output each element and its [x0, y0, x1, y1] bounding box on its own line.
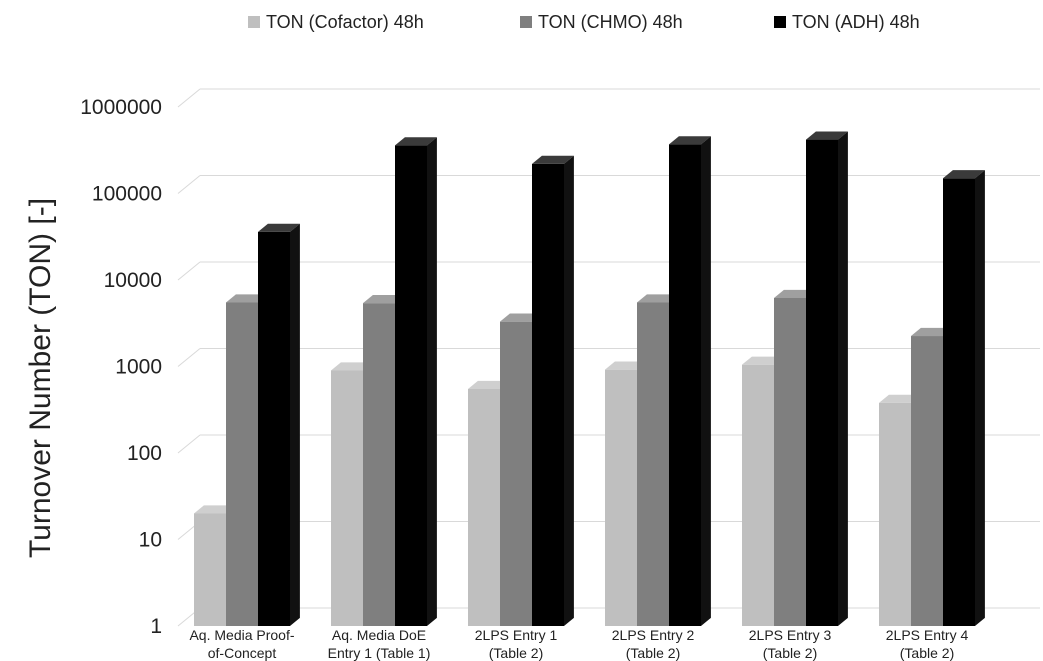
bar-top: [331, 362, 373, 371]
y-tick-label: 100000: [92, 183, 162, 206]
bar-front: [532, 163, 564, 626]
x-category-label: Aq. Media DoE Entry 1 (Table 1): [328, 627, 431, 661]
bar-front: [605, 369, 637, 626]
grid-line-depth: [177, 348, 201, 367]
x-category-label: 2LPS Entry 4 (Table 2): [886, 627, 969, 661]
bar-front: [363, 303, 395, 626]
x-category-label: 2LPS Entry 3 (Table 2): [749, 627, 832, 661]
x-category-label: Aq. Media Proof-of-Concept: [189, 627, 294, 661]
y-tick-label: 1000000: [80, 96, 162, 119]
bar-top: [806, 131, 848, 140]
y-tick-label: 10: [139, 529, 162, 552]
legend: TON (Cofactor) 48h TON (CHMO) 48h TON (ADH…: [248, 12, 920, 32]
grid-line-depth: [177, 175, 201, 194]
bar-front: [742, 364, 774, 626]
legend-item: TON (ADH) 48h: [774, 12, 920, 32]
bar-side: [427, 137, 437, 626]
legend-item: TON (Cofactor) 48h: [248, 12, 424, 32]
bar-side: [290, 223, 300, 626]
bar-top: [943, 170, 985, 179]
bar-top: [774, 289, 816, 298]
legend-swatch: [520, 16, 532, 28]
bar-front: [943, 178, 975, 626]
bar-top: [194, 505, 236, 514]
bar-top: [879, 394, 921, 403]
bar-top: [363, 295, 405, 304]
bar-top: [742, 356, 784, 365]
y-tick-label: 1000: [115, 356, 162, 379]
legend-label: TON (CHMO) 48h: [538, 12, 683, 32]
bar-front: [226, 302, 258, 626]
grid-line-depth: [177, 434, 201, 454]
y-tick-label: 10000: [104, 269, 162, 292]
y-axis-label: Turnover Number (TON) [-]: [24, 198, 57, 558]
legend-label: TON (Cofactor) 48h: [266, 12, 424, 32]
bar-side: [701, 136, 711, 626]
bar: [258, 223, 300, 627]
bar-top: [468, 380, 510, 389]
bar: [395, 137, 437, 627]
x-category-label: 2LPS Entry 2 (Table 2): [612, 627, 695, 661]
bar-top: [911, 327, 953, 337]
bar-front: [911, 336, 943, 626]
bar: [532, 155, 574, 626]
bar-side: [838, 131, 848, 626]
bar-front: [331, 370, 363, 626]
bar-top: [500, 313, 542, 322]
bar: [943, 170, 985, 627]
bar-front: [669, 144, 701, 626]
bar-top: [395, 137, 437, 146]
bar-front: [194, 513, 226, 626]
bar-top: [258, 223, 300, 232]
bar-front: [395, 145, 427, 627]
legend-swatch: [248, 16, 260, 28]
legend-swatch: [774, 16, 786, 28]
bar-front: [637, 302, 669, 626]
bar-front: [500, 321, 532, 626]
bar-front: [879, 402, 911, 626]
bar: [669, 136, 711, 626]
y-tick-label: 1: [150, 615, 162, 638]
bar-front: [468, 388, 500, 626]
bar-side: [564, 155, 574, 626]
bar: [806, 131, 848, 627]
legend-item: TON (CHMO) 48h: [520, 12, 683, 32]
y-axis-ticks: 1 10 100 1000 10000 100000 1000000: [80, 96, 162, 638]
x-axis-categories: Aq. Media Proof-of-Concept Aq. Media DoE E…: [189, 627, 968, 661]
bar-front: [806, 139, 838, 627]
legend-label: TON (ADH) 48h: [792, 12, 920, 32]
bar-front: [774, 297, 806, 626]
bar-top: [637, 294, 679, 303]
y-tick-label: 100: [127, 442, 162, 465]
bars: [194, 131, 985, 627]
grid-line-depth: [177, 88, 201, 108]
bar-top: [605, 361, 647, 370]
bar-front: [258, 231, 290, 627]
bar-side: [975, 170, 985, 627]
bar-top: [226, 294, 268, 303]
bar-top: [532, 155, 574, 164]
bar-top: [669, 136, 711, 145]
grid-line-depth: [177, 261, 201, 281]
x-category-label: 2LPS Entry 1 (Table 2): [475, 627, 558, 661]
